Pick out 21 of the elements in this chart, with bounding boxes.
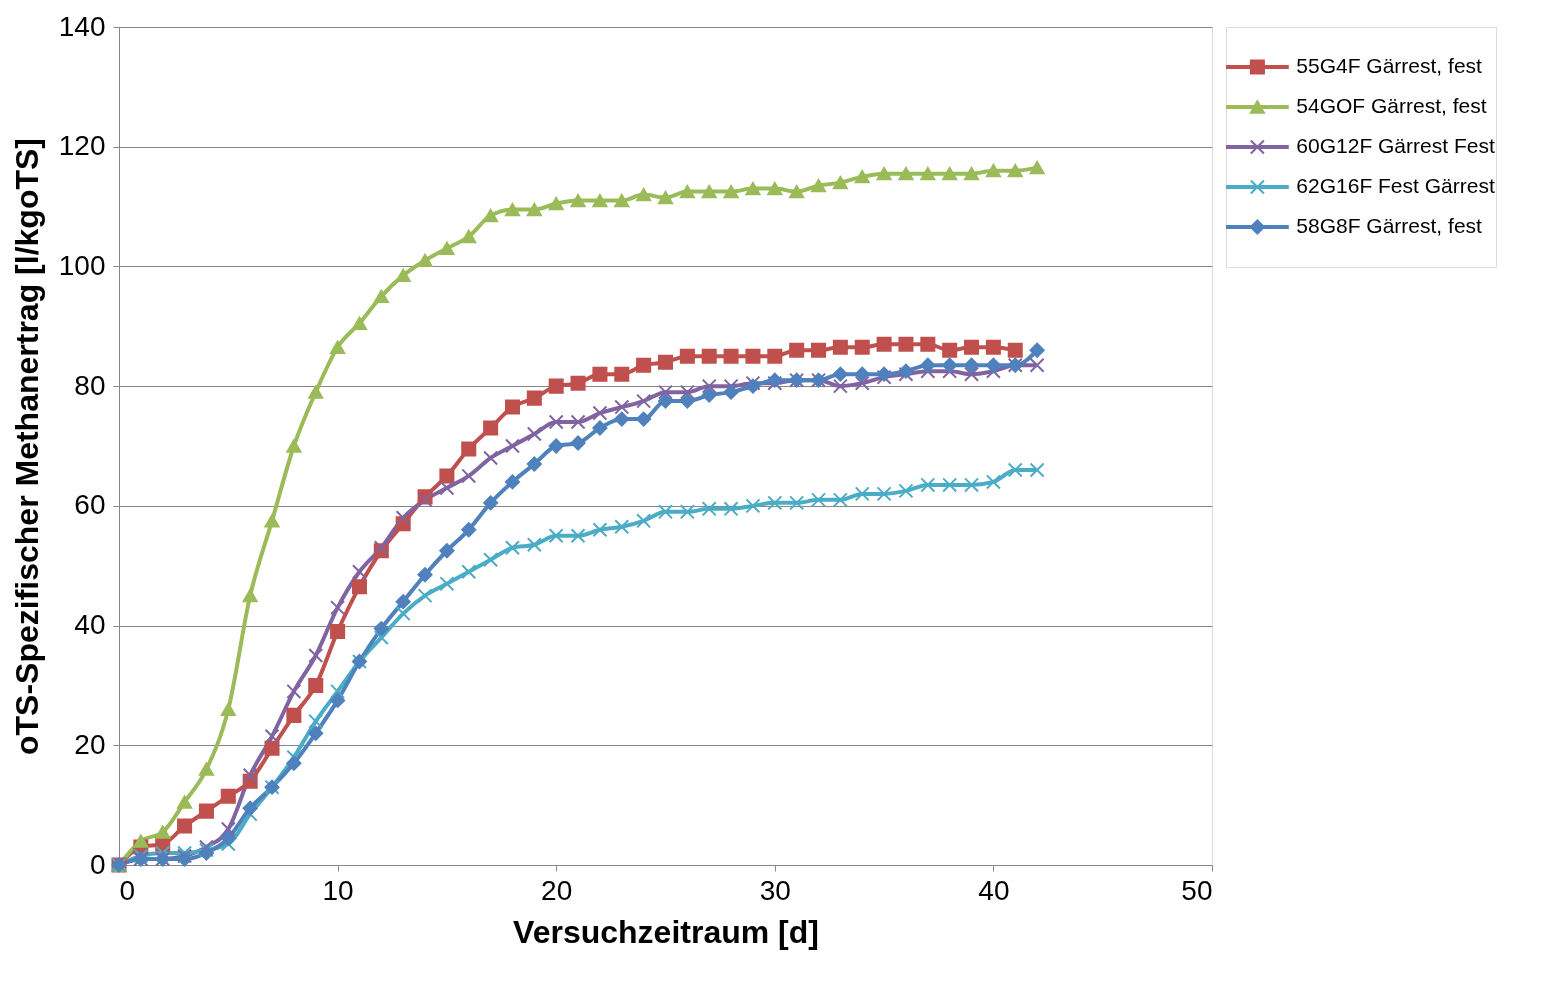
x-tick-label: 20 [541,874,573,906]
y-tick-label: 140 [58,10,106,42]
x-axis-title: Versuchzeitraum [d] [513,913,819,950]
y-axis-title: oTS-Spezifischer Methanertrag [l/kgoTS] [8,138,45,755]
legend-label: 54GOF Gärrest, fest [1296,94,1487,117]
x-tick-label: 0 [119,874,136,906]
legend-label: 55G4F Gärrest, fest [1296,54,1483,77]
y-tick-label: 60 [74,489,106,521]
x-tick-label: 40 [978,874,1010,906]
legend-label: 62G16F Fest Gärrest [1296,174,1495,197]
y-tick-label: 20 [74,728,106,760]
legend-label: 60G12F Gärrest Fest [1296,134,1495,157]
x-tick-label: 50 [1181,874,1213,906]
y-tick-label: 0 [89,848,106,880]
y-tick-label: 100 [58,249,106,281]
legend-label: 58G8F Gärrest, fest [1296,214,1483,237]
x-tick-label: 30 [759,874,791,906]
y-tick-label: 120 [58,130,106,162]
x-tick-label: 10 [322,874,354,906]
y-tick-label: 80 [74,369,106,401]
y-tick-label: 40 [74,609,106,641]
